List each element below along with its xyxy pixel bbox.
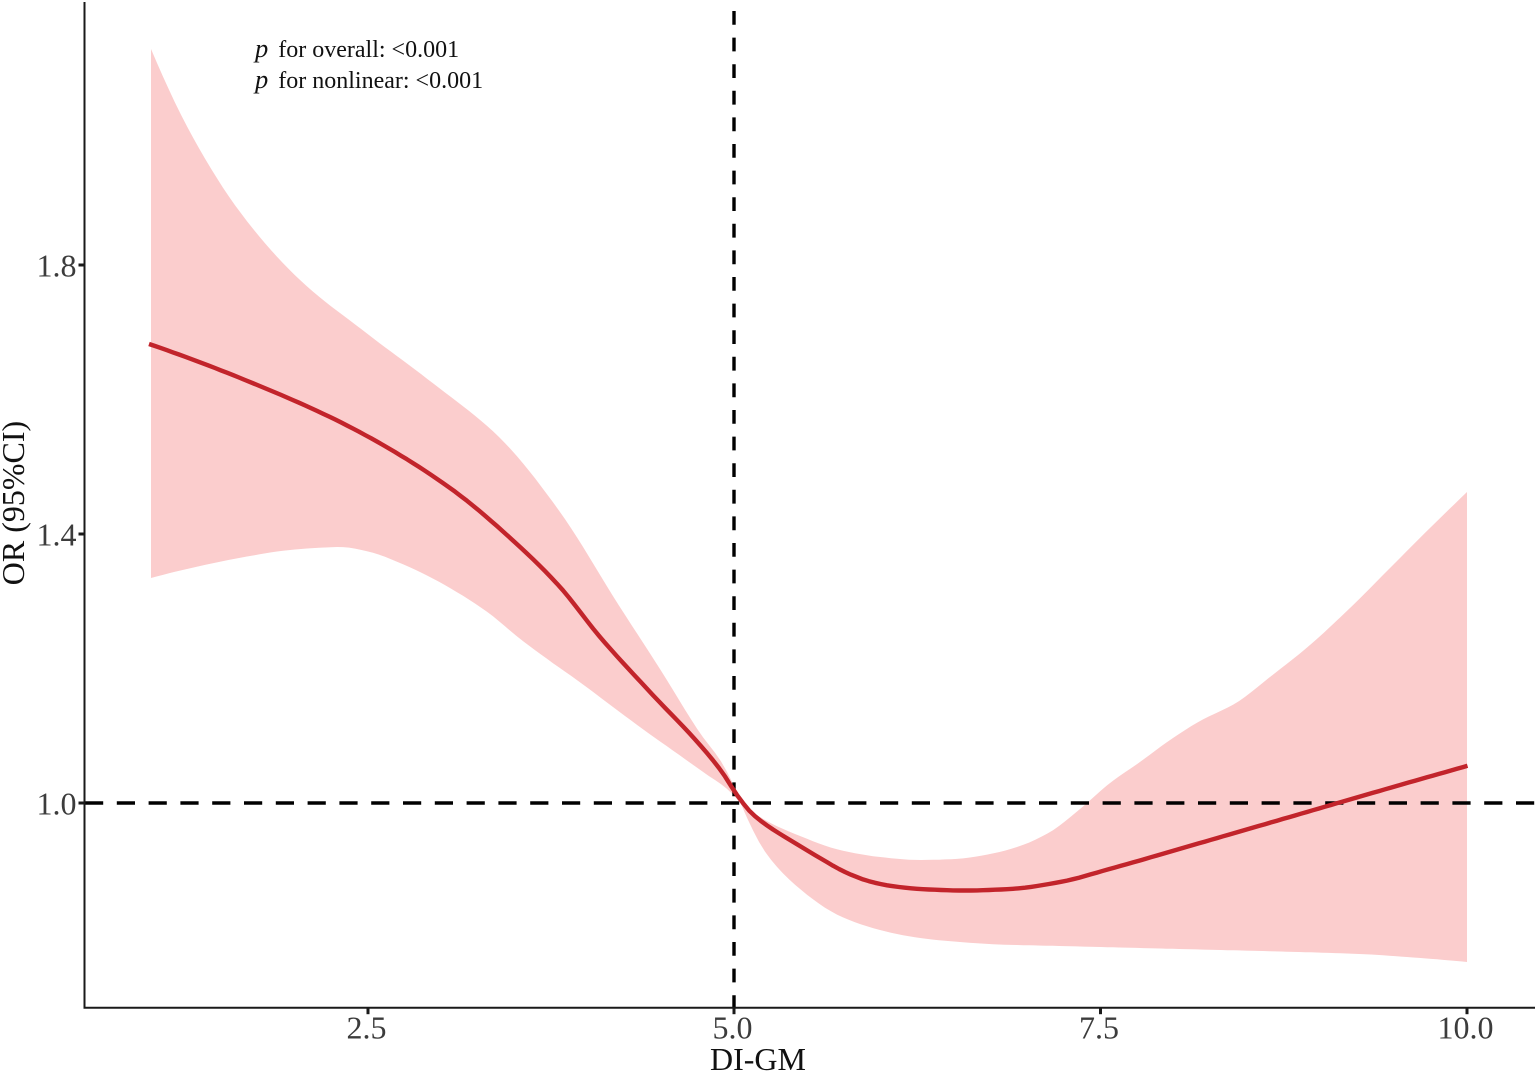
svg-text:1.8: 1.8 — [37, 248, 77, 284]
svg-text:7.5: 7.5 — [1079, 1010, 1119, 1046]
svg-text:p for overall: <0.001: p for overall: <0.001 — [253, 33, 459, 63]
svg-text:5.0: 5.0 — [713, 1010, 753, 1046]
svg-text:p for nonlinear: <0.001: p for nonlinear: <0.001 — [253, 64, 483, 94]
svg-text:1.0: 1.0 — [37, 786, 77, 822]
svg-text:10.0: 10.0 — [1438, 1010, 1494, 1046]
svg-text:2.5: 2.5 — [347, 1010, 387, 1046]
svg-text:DI-GM: DI-GM — [710, 1041, 806, 1074]
svg-text:OR (95%CI): OR (95%CI) — [0, 421, 31, 585]
svg-text:1.4: 1.4 — [37, 517, 77, 553]
